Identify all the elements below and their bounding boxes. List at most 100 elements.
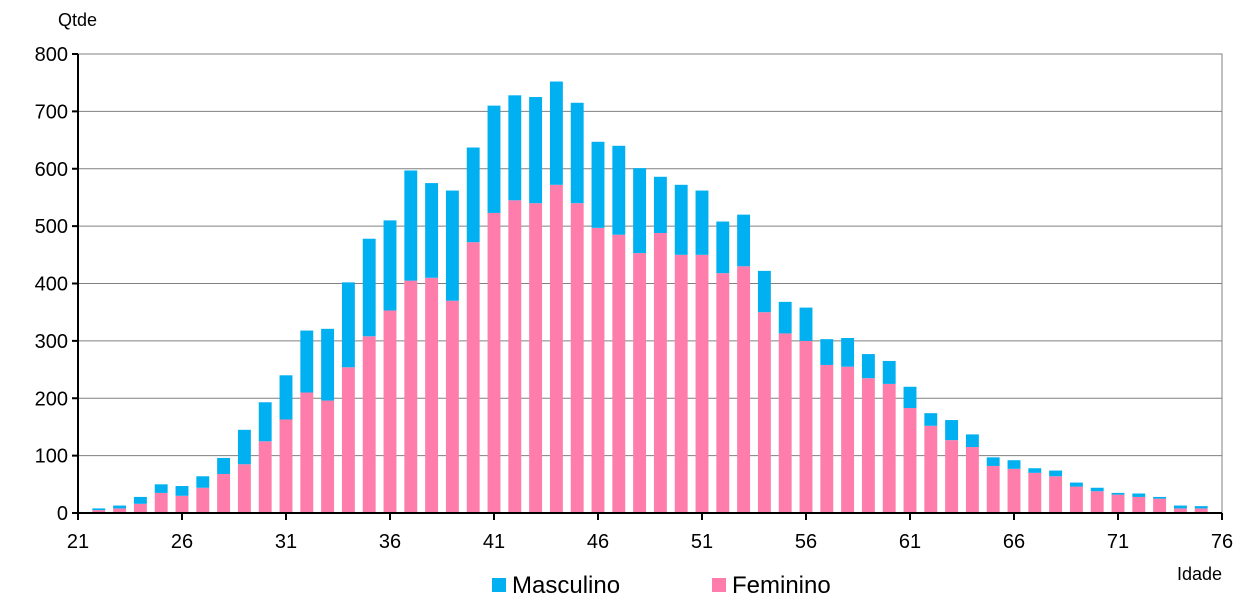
bar-feminino [633, 253, 647, 513]
bar-feminino [653, 233, 667, 513]
y-axis-title: Qtde [58, 10, 97, 30]
bar-feminino [841, 366, 855, 513]
bar-feminino [321, 400, 335, 513]
legend-swatch [712, 578, 726, 592]
legend-label: Masculino [512, 572, 620, 599]
bar-masculino [300, 330, 314, 393]
bar-feminino [1069, 486, 1083, 513]
bar-feminino [425, 277, 439, 513]
bar-masculino [674, 184, 688, 255]
bar-masculino [612, 145, 626, 235]
bar-feminino [820, 364, 834, 513]
bar-masculino [1069, 482, 1083, 487]
bar-feminino [508, 200, 522, 513]
bar-masculino [945, 420, 959, 441]
x-tick-label: 71 [1107, 531, 1129, 553]
bar-masculino [778, 301, 792, 334]
bar-feminino [716, 273, 730, 513]
bar-feminino [487, 212, 501, 513]
bar-feminino [737, 266, 751, 513]
bars [92, 81, 1208, 514]
bar-feminino [924, 425, 938, 513]
y-tick-label: 600 [35, 159, 68, 181]
bar-feminino [757, 312, 771, 513]
bar-masculino [279, 375, 293, 420]
bar-feminino [549, 184, 563, 513]
bar-masculino [986, 457, 1000, 466]
legend: Masculino Feminino [492, 572, 831, 599]
bar-masculino [861, 354, 875, 379]
x-tick-label: 31 [275, 531, 297, 553]
bar-masculino [341, 282, 355, 368]
bar-feminino [882, 383, 896, 513]
bar-masculino [92, 508, 106, 511]
bar-feminino [300, 392, 314, 513]
bar-feminino [986, 465, 1000, 513]
bar-masculino [1090, 487, 1104, 492]
axes [72, 53, 1223, 520]
x-tick-label: 61 [899, 531, 921, 553]
bar-feminino [591, 227, 605, 513]
bar-feminino [945, 440, 959, 513]
bar-feminino [570, 203, 584, 514]
y-tick-label: 800 [35, 44, 68, 66]
bar-masculino [175, 486, 189, 496]
bar-masculino [487, 105, 501, 213]
bar-masculino [196, 476, 210, 488]
bar-masculino [799, 307, 813, 341]
bar-masculino [841, 338, 855, 367]
bar-feminino [778, 333, 792, 513]
y-tick-label: 400 [35, 274, 68, 296]
bar-masculino [113, 505, 127, 509]
bar-feminino [1111, 494, 1125, 513]
bar-feminino [1007, 468, 1021, 513]
bar-feminino [1132, 496, 1146, 513]
bar-masculino [924, 413, 938, 426]
bar-masculino [695, 190, 709, 255]
bar-feminino [529, 203, 543, 514]
bar-feminino [1049, 476, 1063, 513]
bar-masculino [154, 484, 168, 493]
bar-feminino [466, 242, 480, 513]
bar-feminino [799, 340, 813, 513]
bar-masculino [445, 190, 459, 301]
bar-masculino [591, 141, 605, 228]
bar-masculino [882, 360, 896, 384]
legend-label: Feminino [732, 572, 831, 599]
bar-masculino [1173, 505, 1187, 509]
bar-masculino [466, 147, 480, 243]
bar-masculino [425, 183, 439, 278]
bar-masculino [1007, 460, 1021, 469]
bar-masculino [1111, 492, 1125, 495]
y-tick-labels: 0 100 200 300 400 500 600 700 800 [35, 44, 68, 525]
x-tick-label: 66 [1003, 531, 1025, 553]
bar-masculino [1028, 468, 1042, 473]
x-axis-title: Idade [1177, 564, 1222, 584]
bar-masculino [716, 221, 730, 274]
x-tick-label: 36 [379, 531, 401, 553]
bar-feminino [258, 441, 272, 513]
y-tick-label: 300 [35, 331, 68, 353]
bar-feminino [445, 300, 459, 513]
bar-feminino [612, 234, 626, 513]
bar-masculino [1153, 496, 1167, 499]
y-tick-label: 200 [35, 388, 68, 410]
bar-masculino [757, 270, 771, 313]
bar-feminino [196, 487, 210, 513]
bar-masculino [1049, 470, 1063, 477]
y-tick-label: 100 [35, 446, 68, 468]
bar-masculino [362, 238, 376, 337]
x-tick-label: 26 [171, 531, 193, 553]
bar-masculino [633, 168, 647, 254]
bar-masculino [529, 97, 543, 204]
x-tick-label: 41 [483, 531, 505, 553]
bar-feminino [237, 464, 251, 513]
bar-feminino [341, 367, 355, 513]
bar-feminino [861, 378, 875, 513]
bar-feminino [362, 336, 376, 513]
bar-feminino [404, 280, 418, 513]
bar-feminino [92, 510, 106, 513]
bar-feminino [1173, 508, 1187, 513]
bar-feminino [217, 473, 231, 513]
